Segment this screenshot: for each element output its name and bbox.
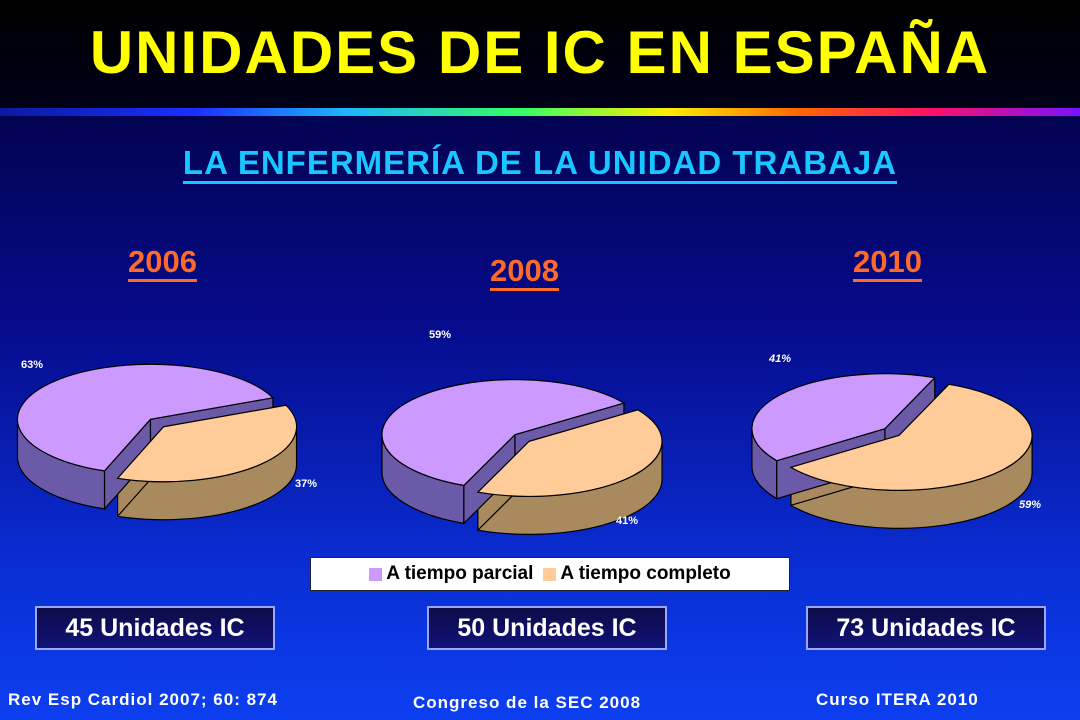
pie-label-2008-0: 59% xyxy=(429,329,451,341)
legend-item-parcial: A tiempo parcial xyxy=(369,563,533,585)
legend-swatch-parcial xyxy=(369,567,383,581)
page-title: UNIDADES DE IC EN ESPAÑA xyxy=(89,19,991,86)
units-box-2010: 73 Unidades IC xyxy=(806,606,1046,650)
pie-slice-2010-a-tiempo-parcial xyxy=(751,373,936,462)
year-2008-text: 2008 xyxy=(490,253,559,291)
pie-slice-2008-a-tiempo-completo xyxy=(476,409,663,497)
source-2006: Rev Esp Cardiol 2007; 60: 874 xyxy=(8,690,278,709)
pie-chart-2008: 59% 41% xyxy=(381,329,663,535)
pie-label-2008-1: 41% xyxy=(616,515,638,527)
legend-label-completo: A tiempo completo xyxy=(560,563,731,584)
year-2006-text: 2006 xyxy=(128,244,197,282)
year-label-2008: 2008 xyxy=(490,253,559,291)
units-box-2006: 45 Unidades IC xyxy=(35,606,275,650)
rainbow-divider xyxy=(0,108,1080,116)
pie-label-2006-0: 63% xyxy=(21,359,43,371)
pie-slice-2006-a-tiempo-completo xyxy=(116,404,298,483)
pie-label-2010-0: 41% xyxy=(768,353,791,365)
pie-label-2010-1: 59% xyxy=(1019,499,1041,511)
year-2010-text: 2010 xyxy=(853,244,922,282)
legend: A tiempo parcial A tiempo completo xyxy=(310,557,790,591)
pie-chart-2006: 63% 37% xyxy=(16,359,317,521)
year-label-2010: 2010 xyxy=(853,244,922,282)
legend-label-parcial: A tiempo parcial xyxy=(386,563,534,584)
page-subtitle: LA ENFERMERÍA DE LA UNIDAD TRABAJA xyxy=(0,144,1080,184)
pie-slice-2010-a-tiempo-completo xyxy=(789,383,1033,491)
year-label-2006: 2006 xyxy=(128,244,197,282)
pie-chart-2010: 41% 59% xyxy=(751,353,1041,529)
source-2008: Congreso de la SEC 2008 xyxy=(413,693,642,712)
pie-slice-2008-a-tiempo-parcial xyxy=(381,379,626,487)
units-box-2008: 50 Unidades IC xyxy=(427,606,667,650)
source-2010: Curso ITERA 2010 xyxy=(816,690,979,709)
subtitle-text: LA ENFERMERÍA DE LA UNIDAD TRABAJA xyxy=(182,144,898,184)
title-bar xyxy=(0,0,1080,110)
pie-slice-2006-a-tiempo-parcial xyxy=(16,363,275,472)
legend-item-completo: A tiempo completo xyxy=(543,563,731,585)
pie-label-2006-1: 37% xyxy=(295,478,317,490)
legend-swatch-completo xyxy=(543,567,557,581)
